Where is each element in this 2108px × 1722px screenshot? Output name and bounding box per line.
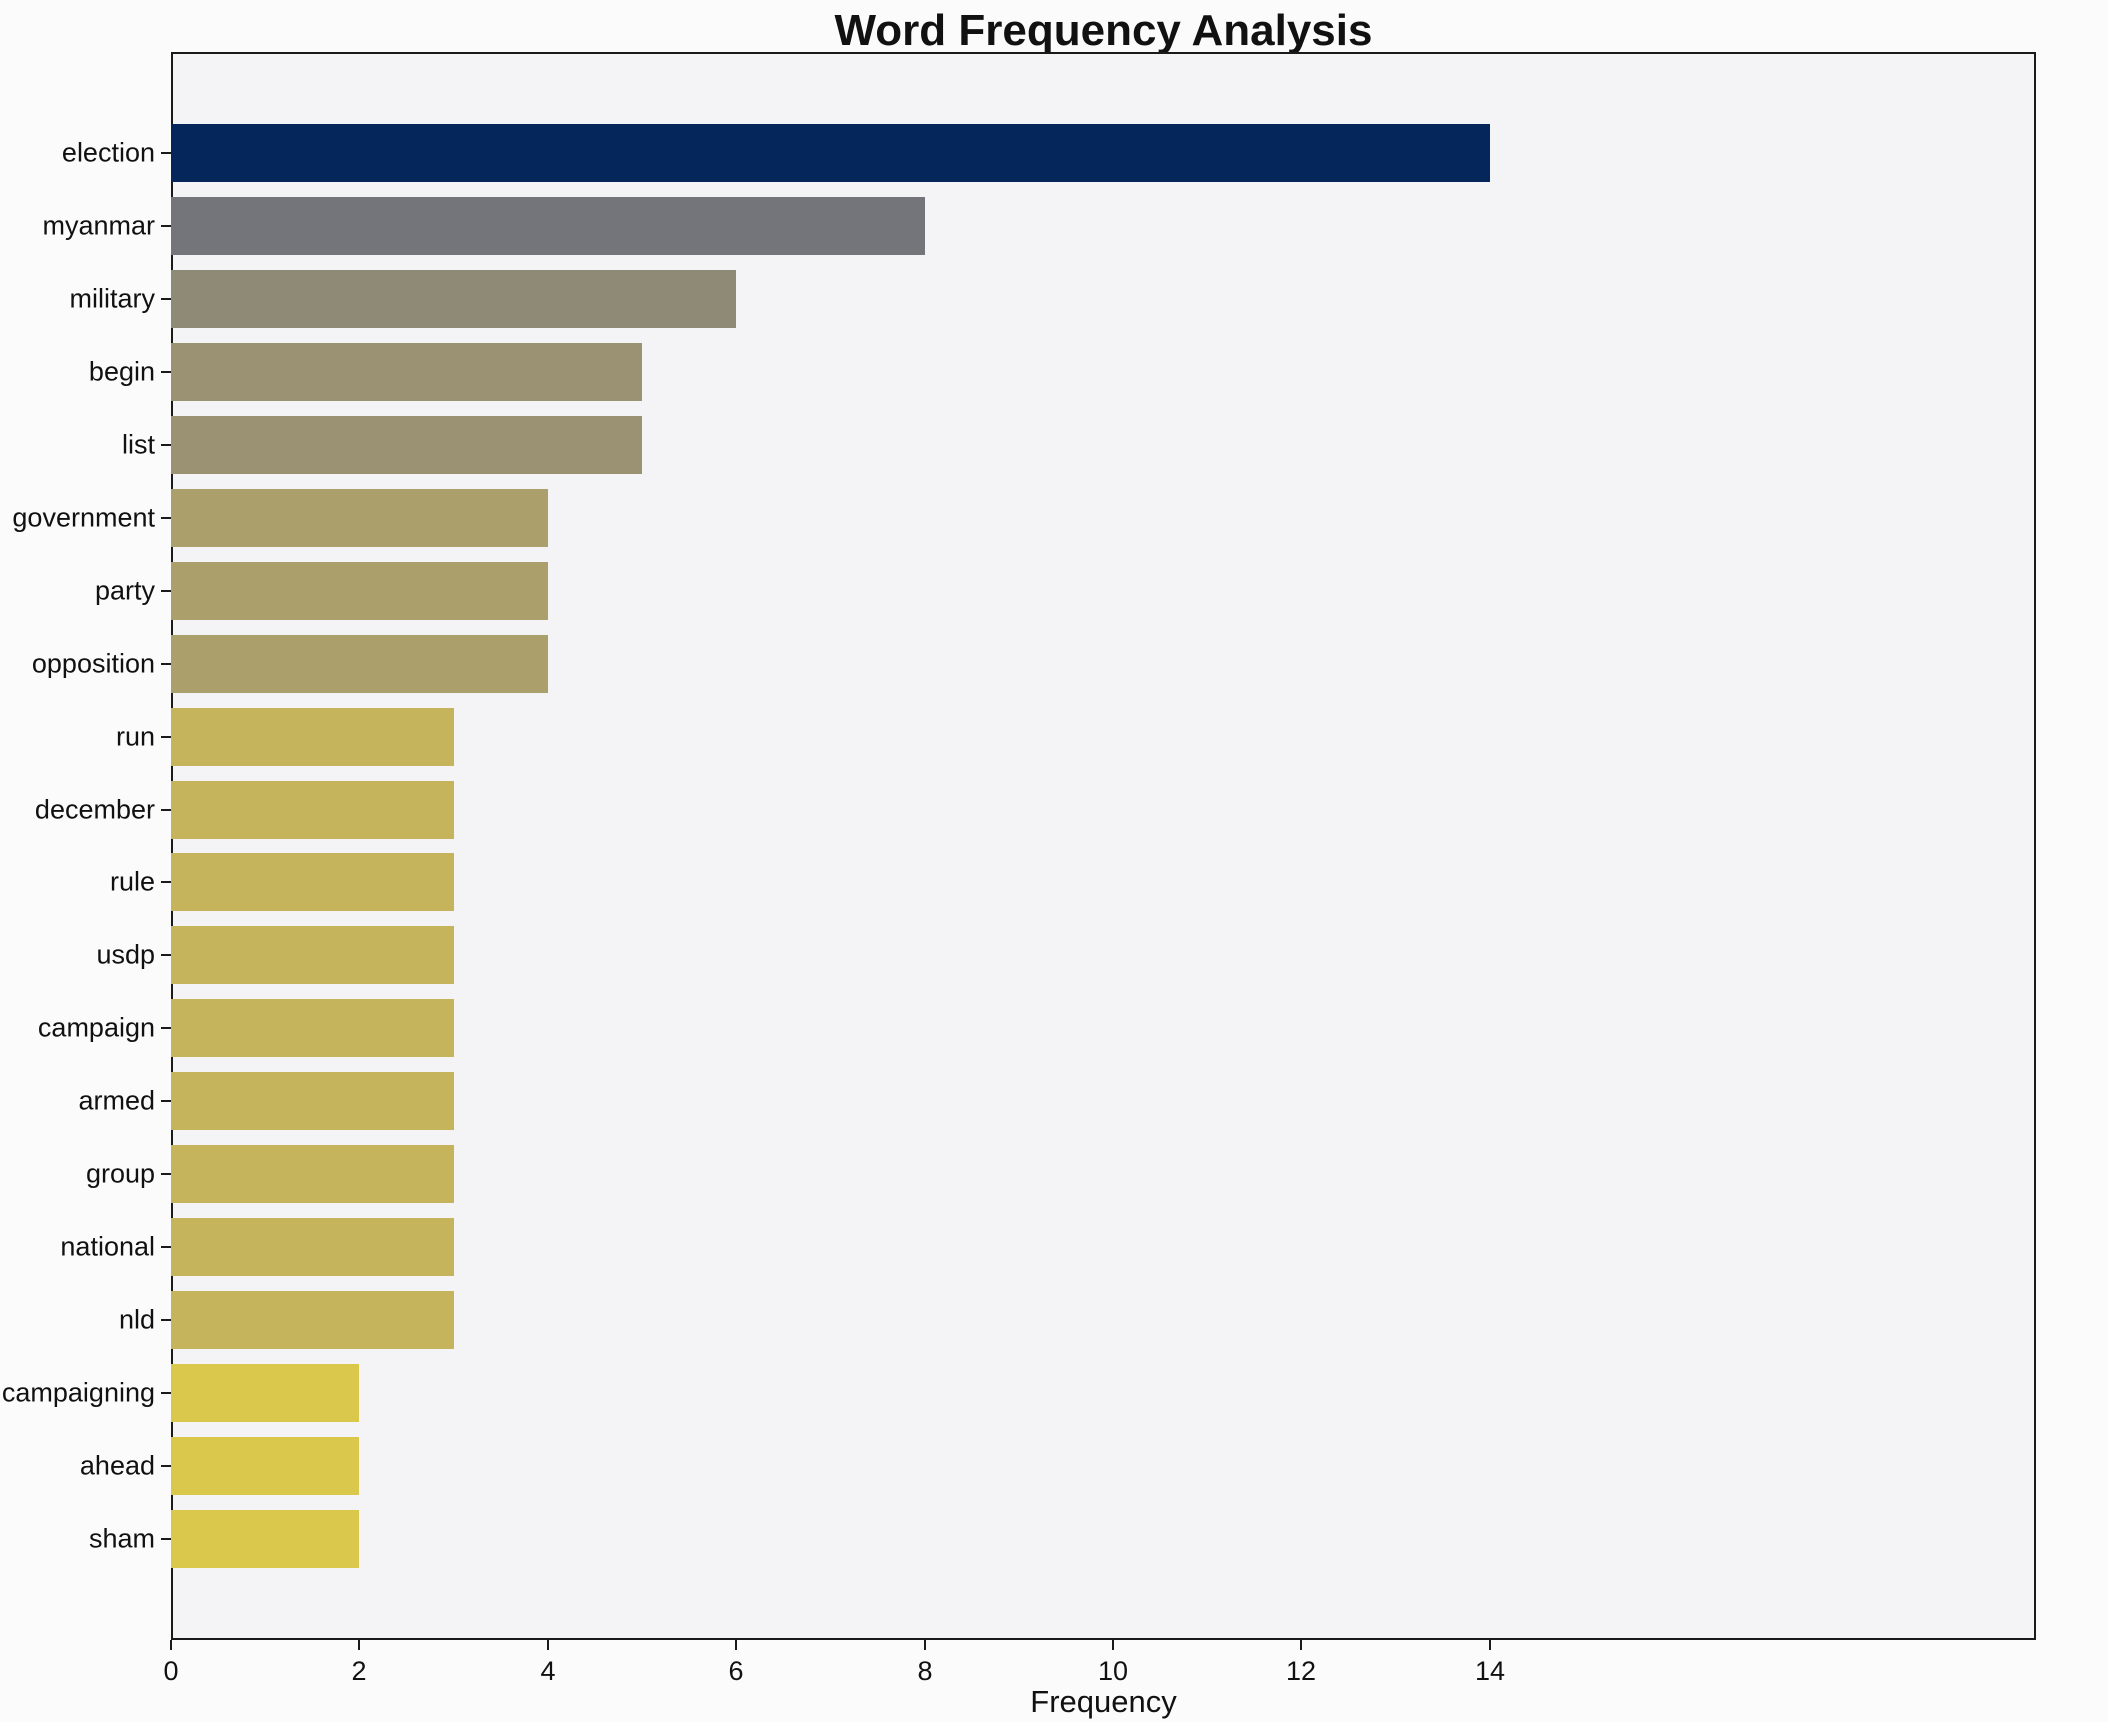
bar-rule [171, 853, 454, 911]
bar-begin [171, 343, 642, 401]
y-tick-label-party: party [94, 575, 155, 606]
bar-campaign [171, 999, 454, 1057]
y-tick-label-government: government [12, 502, 155, 533]
y-tick-label-usdp: usdp [96, 939, 155, 970]
bar-party [171, 562, 548, 620]
x-tick-label-6: 6 [728, 1656, 744, 1686]
x-tick-mark [1112, 1640, 1114, 1650]
y-tick-mark [161, 736, 171, 738]
y-tick-label-run: run [115, 721, 155, 752]
bar-december [171, 781, 454, 839]
y-tick-label-group: group [85, 1158, 155, 1189]
y-tick-label-nld: nld [118, 1304, 155, 1335]
x-tick-label-12: 12 [1285, 1656, 1317, 1686]
bar-usdp [171, 926, 454, 984]
y-tick-mark [161, 1173, 171, 1175]
x-axis-label: Frequency [1030, 1684, 1177, 1719]
y-tick-label-myanmar: myanmar [42, 210, 155, 241]
x-tick-label-0: 0 [163, 1656, 179, 1686]
x-tick-label-10: 10 [1097, 1656, 1129, 1686]
y-tick-mark [161, 663, 171, 665]
bar-campaigning [171, 1364, 359, 1422]
y-tick-mark [161, 1246, 171, 1248]
y-tick-mark [161, 954, 171, 956]
x-tick-mark [358, 1640, 360, 1650]
bar-nld [171, 1291, 454, 1349]
y-tick-mark [161, 881, 171, 883]
y-tick-label-campaigning: campaigning [1, 1377, 155, 1408]
y-tick-label-ahead: ahead [79, 1450, 155, 1481]
bar-myanmar [171, 197, 925, 255]
x-tick-label-8: 8 [917, 1656, 933, 1686]
y-tick-label-national: national [60, 1231, 155, 1262]
x-tick-mark [170, 1640, 172, 1650]
chart-title: Word Frequency Analysis [834, 6, 1373, 55]
y-tick-mark [161, 1027, 171, 1029]
bar-sham [171, 1510, 359, 1568]
y-tick-label-rule: rule [109, 866, 155, 897]
x-tick-mark [735, 1640, 737, 1650]
y-tick-mark [161, 152, 171, 154]
y-tick-label-list: list [122, 429, 155, 460]
y-tick-label-election: election [61, 137, 155, 168]
x-tick-mark [1300, 1640, 1302, 1650]
y-tick-mark [161, 809, 171, 811]
y-tick-mark [161, 298, 171, 300]
x-tick-label-4: 4 [540, 1656, 556, 1686]
x-tick-mark [924, 1640, 926, 1650]
bar-run [171, 708, 454, 766]
y-tick-mark [161, 1392, 171, 1394]
y-tick-label-begin: begin [88, 356, 155, 387]
y-tick-label-opposition: opposition [31, 648, 155, 679]
bar-government [171, 489, 548, 547]
y-tick-mark [161, 371, 171, 373]
bar-group [171, 1145, 454, 1203]
y-tick-label-armed: armed [78, 1085, 155, 1116]
bar-ahead [171, 1437, 359, 1495]
y-tick-mark [161, 590, 171, 592]
bar-national [171, 1218, 454, 1276]
x-tick-label-14: 14 [1474, 1656, 1506, 1686]
y-tick-mark [161, 1319, 171, 1321]
bar-military [171, 270, 736, 328]
x-tick-label-2: 2 [351, 1656, 367, 1686]
y-tick-label-december: december [34, 794, 155, 825]
y-tick-mark [161, 1465, 171, 1467]
bar-list [171, 416, 642, 474]
bar-opposition [171, 635, 548, 693]
y-tick-mark [161, 225, 171, 227]
y-tick-mark [161, 1538, 171, 1540]
y-tick-mark [161, 444, 171, 446]
y-tick-mark [161, 517, 171, 519]
x-tick-mark [547, 1640, 549, 1650]
y-tick-label-sham: sham [88, 1523, 155, 1554]
y-tick-label-campaign: campaign [37, 1012, 155, 1043]
x-tick-mark [1489, 1640, 1491, 1650]
y-tick-label-military: military [69, 283, 156, 314]
bar-armed [171, 1072, 454, 1130]
y-tick-mark [161, 1100, 171, 1102]
bar-election [171, 124, 1490, 182]
